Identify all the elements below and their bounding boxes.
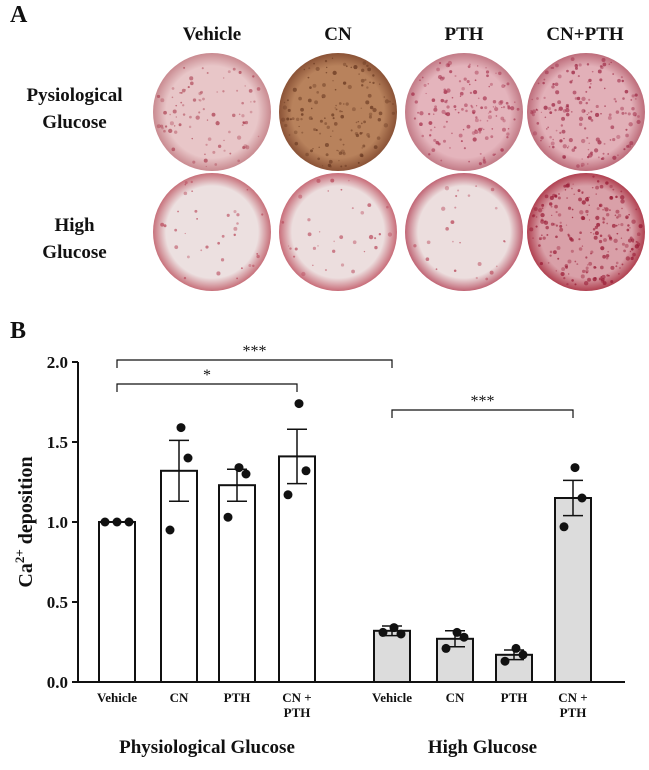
x-tick-label: CN + PTH: [558, 690, 587, 720]
data-point: [176, 423, 186, 433]
data-point: [518, 650, 528, 660]
data-point: [441, 643, 451, 653]
x-tick-label: CN: [446, 690, 465, 705]
data-point: [577, 493, 587, 503]
row-label-physiological: Pysiological Glucose: [12, 82, 137, 136]
y-tick-label: 0.0: [47, 673, 68, 692]
well-pth-high: [405, 173, 523, 291]
y-tick-label: 0.5: [47, 593, 68, 612]
y-tick-label: 2.0: [47, 353, 68, 372]
significance-label: *: [203, 367, 211, 384]
group-label: Physiological Glucose: [119, 737, 295, 758]
significance-label: ***: [243, 343, 267, 360]
well-cn-physiological: [279, 53, 397, 171]
well-pth-physiological: [405, 53, 523, 171]
data-point: [570, 463, 580, 473]
x-tick-label: Vehicle: [97, 690, 137, 705]
panel-a-letter: A: [10, 2, 28, 28]
panel-b-letter: B: [10, 318, 27, 344]
data-point: [234, 463, 244, 473]
y-tick-label: 1.0: [47, 513, 68, 532]
bar-chart: 0.0 0.5 1.0 1.5 2.0 Ca2+ deposition Vehicle CN P…: [12, 343, 625, 758]
column-label-cn: CN: [324, 24, 352, 45]
well-cn-high: [279, 173, 397, 291]
data-point: [124, 517, 134, 527]
well-cn-pth-physiological: [527, 53, 645, 171]
data-point: [511, 643, 521, 653]
x-tick-label: CN: [170, 690, 189, 705]
row-label-physiological-line2: Glucose: [42, 112, 107, 133]
y-tick-label: 1.5: [47, 433, 68, 452]
row-label-physiological-line1: Pysiological: [26, 85, 123, 106]
x-tick-label: CN + PTH: [282, 690, 311, 720]
data-point: [283, 490, 293, 500]
well-cn-pth-high: [527, 173, 645, 291]
x-tick-label: PTH: [224, 690, 251, 705]
row-label-high: High Glucose: [12, 212, 137, 266]
bar: [373, 629, 411, 683]
data-point: [183, 453, 193, 463]
column-label-cn-pth: CN+PTH: [546, 24, 624, 45]
row-label-high-line2: Glucose: [42, 242, 107, 263]
data-point: [500, 656, 510, 666]
column-label-pth: PTH: [444, 24, 484, 45]
data-point: [452, 627, 462, 637]
data-point: [378, 627, 388, 637]
data-point: [223, 512, 233, 522]
bar: [278, 455, 316, 683]
data-point: [112, 517, 122, 527]
column-label-vehicle: Vehicle: [182, 24, 242, 45]
data-point: [301, 466, 311, 476]
significance-label: ***: [471, 393, 495, 410]
data-point: [165, 525, 175, 535]
x-tick-label: Vehicle: [372, 690, 412, 705]
bar: [98, 521, 136, 683]
data-point: [559, 522, 569, 532]
significance-bracket: [391, 409, 574, 418]
group-label: High Glucose: [428, 737, 537, 758]
x-tick-label: PTH: [501, 690, 528, 705]
significance-bracket: [116, 359, 393, 368]
data-point: [100, 517, 110, 527]
data-point: [294, 399, 304, 409]
data-point: [241, 469, 251, 479]
bar: [160, 469, 198, 683]
significance-bracket: [116, 383, 298, 392]
data-point: [459, 632, 469, 642]
well-vehicle-physiological: [153, 53, 271, 171]
row-label-high-line1: High: [54, 215, 95, 236]
data-point: [389, 623, 399, 633]
well-vehicle-high: [153, 173, 271, 291]
y-axis-label: Ca2+ deposition: [12, 456, 37, 587]
data-point: [396, 629, 406, 639]
